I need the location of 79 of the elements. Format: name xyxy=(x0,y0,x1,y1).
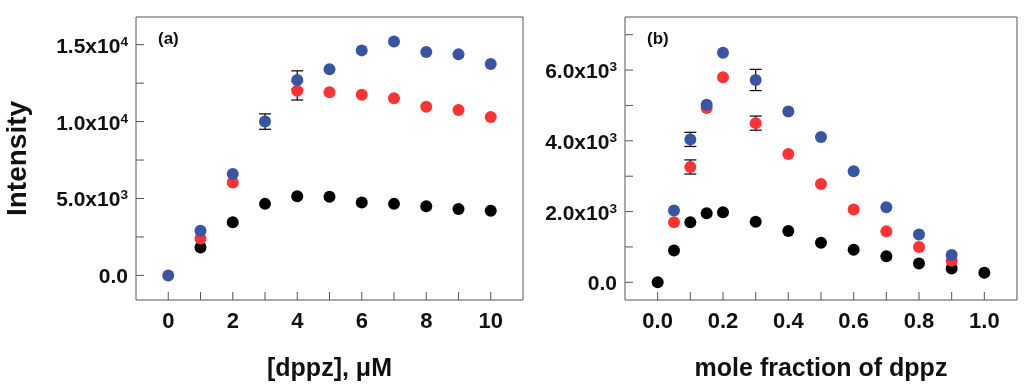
point xyxy=(945,249,958,262)
point xyxy=(913,240,925,253)
point xyxy=(700,207,713,220)
point xyxy=(484,110,497,123)
point xyxy=(668,244,680,257)
y-tick-label: 5.0x10$^{3}$ xyxy=(56,186,129,211)
point xyxy=(782,105,795,118)
x-tick-label: 0.4 xyxy=(773,308,805,333)
annotation: (b) xyxy=(647,29,669,48)
point xyxy=(484,204,497,217)
point xyxy=(323,63,336,76)
point xyxy=(420,100,433,113)
point xyxy=(782,147,795,160)
point xyxy=(420,46,433,59)
y-tick-label: 1.0x10$^{4}$ xyxy=(56,110,129,134)
point xyxy=(323,86,336,99)
point xyxy=(162,269,175,282)
point xyxy=(291,74,304,87)
point xyxy=(226,167,239,180)
point xyxy=(484,58,497,71)
x-tick-label: 2 xyxy=(226,308,239,333)
x-tick-label: 4 xyxy=(291,308,305,333)
point xyxy=(452,48,465,61)
annotation: (a) xyxy=(158,29,179,48)
x-tick-label: 8 xyxy=(420,308,433,333)
point xyxy=(452,103,465,116)
x-tick-label: 0.0 xyxy=(642,308,673,333)
y-tick-label: 0.0 xyxy=(587,271,617,295)
point xyxy=(355,196,368,209)
y-tick-label: 0.0 xyxy=(98,264,128,288)
point xyxy=(815,130,827,143)
x-tick-label: 0 xyxy=(162,308,175,333)
point xyxy=(226,216,239,229)
x-axis-title: mole fraction of dppz xyxy=(694,353,948,381)
y-tick-label: 1.5x10$^{4}$ xyxy=(56,33,129,57)
point xyxy=(355,44,368,57)
point xyxy=(420,200,433,213)
point xyxy=(847,243,860,256)
point xyxy=(815,236,827,249)
point xyxy=(668,216,680,229)
x-tick-label: 0.2 xyxy=(707,308,739,333)
point xyxy=(452,203,465,216)
point xyxy=(880,225,893,238)
point xyxy=(388,92,400,105)
point xyxy=(259,197,271,210)
point xyxy=(782,225,795,238)
point xyxy=(388,35,400,48)
point xyxy=(749,73,762,86)
point xyxy=(815,177,827,190)
x-tick-label: 0.8 xyxy=(903,308,935,333)
point xyxy=(684,216,697,229)
point xyxy=(717,71,729,84)
y-tick-label: 6.0x10$^{3}$ xyxy=(545,58,618,83)
point xyxy=(978,266,991,279)
x-tick-label: 1.0 xyxy=(969,308,1000,333)
point xyxy=(355,88,368,101)
x-tick-label: 6 xyxy=(355,308,368,333)
point xyxy=(880,250,893,263)
point xyxy=(388,197,400,210)
point xyxy=(323,190,336,203)
point xyxy=(291,84,304,97)
point xyxy=(668,204,680,217)
point xyxy=(749,215,762,228)
y-tick-label: 2.0x10$^{3}$ xyxy=(545,200,618,224)
x-tick-label: 10 xyxy=(478,308,503,333)
y-axis-title: Intensity xyxy=(1,100,32,217)
point xyxy=(651,276,664,289)
point xyxy=(717,46,729,59)
x-tick-label: 0.6 xyxy=(838,308,869,333)
point xyxy=(913,228,925,241)
point xyxy=(291,190,304,203)
point xyxy=(847,203,860,216)
point xyxy=(847,165,860,178)
point xyxy=(913,257,925,270)
point xyxy=(717,206,729,219)
point xyxy=(194,224,207,237)
point xyxy=(880,201,893,214)
x-axis-title: [dppz], μM xyxy=(267,353,392,381)
y-tick-label: 4.0x10$^{3}$ xyxy=(545,129,618,153)
